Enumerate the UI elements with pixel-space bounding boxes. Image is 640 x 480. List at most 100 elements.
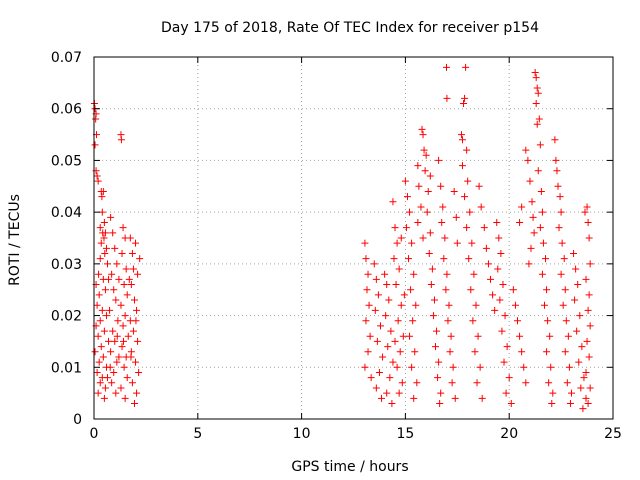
data-point (534, 89, 542, 97)
data-point (461, 193, 469, 201)
data-point (579, 405, 587, 413)
data-point (95, 358, 103, 366)
data-point (571, 296, 579, 304)
data-point (97, 239, 105, 247)
data-point (584, 218, 592, 226)
data-point (96, 317, 104, 325)
data-point (514, 317, 522, 325)
data-point (389, 358, 397, 366)
data-point (532, 74, 540, 82)
data-point (575, 358, 583, 366)
data-point (572, 265, 580, 273)
data-point (95, 270, 103, 278)
axis-ticks (93, 56, 614, 420)
data-point (583, 337, 591, 345)
data-point (457, 131, 465, 139)
data-point (494, 265, 502, 273)
data-point (463, 224, 471, 232)
data-point (366, 332, 374, 340)
data-point (461, 94, 469, 102)
data-point (414, 162, 422, 170)
data-point (391, 224, 399, 232)
data-point (99, 187, 107, 195)
data-point (111, 337, 119, 345)
data-point (482, 244, 490, 252)
data-point (393, 239, 401, 247)
data-point (478, 394, 486, 402)
data-point (531, 69, 539, 77)
data-point (428, 265, 436, 273)
data-point (113, 358, 121, 366)
data-point (364, 270, 372, 278)
data-point (448, 379, 456, 387)
data-point (414, 218, 422, 226)
data-point (502, 389, 510, 397)
plot-frame (93, 56, 614, 420)
data-point (376, 322, 384, 330)
data-point (460, 100, 468, 108)
data-point (500, 358, 508, 366)
data-point (408, 363, 416, 371)
data-point (119, 224, 127, 232)
data-point (127, 281, 135, 289)
data-point (118, 343, 126, 351)
data-point (382, 312, 390, 320)
data-point (129, 265, 137, 273)
x-tick-label: 20 (500, 426, 518, 442)
data-point (533, 84, 541, 92)
data-point (423, 208, 431, 216)
data-point (450, 187, 458, 195)
data-point (362, 255, 370, 263)
data-point (556, 193, 564, 201)
data-point (565, 363, 573, 371)
data-point (402, 224, 410, 232)
data-point (584, 306, 592, 314)
data-point (112, 389, 120, 397)
data-point (559, 301, 567, 309)
data-point (585, 353, 593, 361)
data-point (103, 260, 111, 268)
data-point (395, 265, 403, 273)
data-point (111, 244, 119, 252)
data-point (560, 255, 568, 263)
x-axis-label: GPS time / hours (291, 459, 408, 475)
data-point (100, 327, 108, 335)
y-tick-label: 0.07 (51, 50, 82, 66)
data-point (499, 281, 507, 289)
data-point (100, 218, 108, 226)
data-point (432, 343, 440, 351)
data-point (372, 275, 380, 283)
data-point (123, 291, 131, 299)
data-point (117, 301, 125, 309)
data-point (363, 286, 371, 294)
data-point (412, 301, 420, 309)
data-point (120, 363, 128, 371)
data-point (444, 317, 452, 325)
data-point (128, 250, 136, 258)
data-point (410, 394, 418, 402)
data-point (555, 224, 563, 232)
data-point (511, 301, 519, 309)
data-point (415, 182, 423, 190)
data-point (418, 125, 426, 133)
data-point (458, 162, 466, 170)
data-point (129, 327, 137, 335)
data-point (518, 348, 526, 356)
data-point (489, 291, 497, 299)
data-point (535, 115, 543, 123)
data-point (408, 239, 416, 247)
data-point (443, 270, 451, 278)
data-point (476, 363, 484, 371)
data-point (93, 301, 101, 309)
data-point (105, 337, 113, 345)
data-point (403, 193, 411, 201)
data-point (97, 343, 105, 351)
data-point (516, 332, 524, 340)
data-point (101, 229, 109, 237)
data-point (108, 379, 116, 387)
data-point (574, 281, 582, 289)
data-point (491, 306, 499, 314)
y-axis-label: ROTI / TECUs (7, 194, 23, 286)
data-point (128, 379, 136, 387)
